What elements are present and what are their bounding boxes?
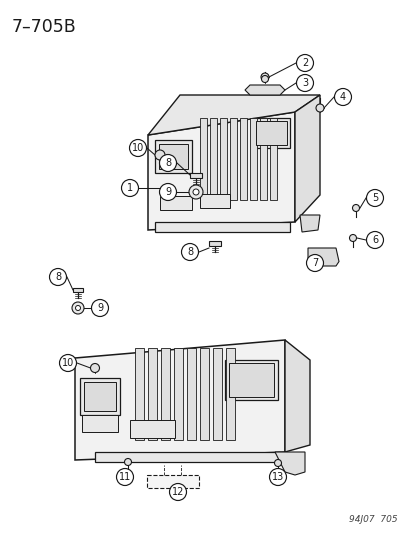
Polygon shape — [173, 348, 183, 440]
Circle shape — [269, 469, 286, 486]
Polygon shape — [147, 95, 319, 135]
Polygon shape — [80, 378, 120, 415]
Text: 9: 9 — [97, 303, 103, 313]
Polygon shape — [212, 348, 221, 440]
Polygon shape — [199, 118, 206, 200]
Text: 8: 8 — [187, 247, 192, 257]
Circle shape — [159, 183, 176, 200]
Polygon shape — [95, 452, 279, 462]
Polygon shape — [161, 348, 170, 440]
Circle shape — [124, 458, 131, 465]
Polygon shape — [154, 140, 192, 173]
Polygon shape — [284, 340, 309, 452]
Bar — [209, 240, 221, 246]
Circle shape — [349, 235, 356, 241]
Circle shape — [72, 302, 84, 314]
Polygon shape — [199, 348, 209, 440]
Polygon shape — [154, 222, 289, 232]
Polygon shape — [255, 121, 286, 145]
Circle shape — [116, 469, 133, 486]
Polygon shape — [294, 95, 319, 222]
Circle shape — [366, 190, 382, 206]
Text: 5: 5 — [371, 193, 377, 203]
Circle shape — [181, 244, 198, 261]
Circle shape — [260, 73, 268, 81]
Text: 9: 9 — [164, 187, 171, 197]
Polygon shape — [147, 112, 294, 230]
Circle shape — [50, 269, 66, 286]
Circle shape — [90, 364, 99, 373]
Polygon shape — [159, 144, 188, 169]
Polygon shape — [84, 382, 116, 411]
Circle shape — [306, 254, 323, 271]
Polygon shape — [244, 85, 284, 95]
Polygon shape — [307, 248, 338, 266]
Circle shape — [351, 205, 358, 212]
Polygon shape — [130, 420, 175, 438]
Polygon shape — [240, 118, 247, 200]
Circle shape — [169, 483, 186, 500]
Circle shape — [121, 180, 138, 197]
Polygon shape — [224, 360, 277, 400]
Polygon shape — [274, 452, 304, 475]
Circle shape — [189, 185, 202, 199]
Text: 8: 8 — [164, 158, 171, 168]
Bar — [147, 475, 199, 488]
Circle shape — [334, 88, 351, 106]
Text: 6: 6 — [371, 235, 377, 245]
Polygon shape — [249, 118, 256, 200]
Circle shape — [91, 300, 108, 317]
Polygon shape — [230, 118, 236, 200]
Text: 12: 12 — [171, 487, 184, 497]
Polygon shape — [82, 415, 118, 432]
Polygon shape — [228, 363, 273, 397]
Circle shape — [315, 104, 323, 112]
Circle shape — [296, 54, 313, 71]
Polygon shape — [199, 194, 230, 208]
Polygon shape — [252, 118, 289, 148]
Text: 7: 7 — [311, 258, 317, 268]
Circle shape — [159, 155, 176, 172]
Circle shape — [59, 354, 76, 372]
Polygon shape — [75, 340, 284, 460]
Polygon shape — [135, 348, 144, 440]
Polygon shape — [259, 118, 266, 200]
Text: 10: 10 — [62, 358, 74, 368]
Polygon shape — [225, 348, 235, 440]
Polygon shape — [269, 118, 276, 200]
Polygon shape — [299, 215, 319, 232]
Bar — [73, 288, 83, 292]
Circle shape — [192, 189, 199, 195]
Circle shape — [366, 231, 382, 248]
Text: 13: 13 — [271, 472, 283, 482]
Polygon shape — [147, 348, 157, 440]
Circle shape — [274, 459, 281, 466]
Text: 8: 8 — [55, 272, 61, 282]
Polygon shape — [219, 118, 226, 200]
Text: 10: 10 — [132, 143, 144, 153]
Circle shape — [261, 76, 268, 83]
Text: 2: 2 — [301, 58, 307, 68]
Polygon shape — [209, 118, 216, 200]
Circle shape — [296, 75, 313, 92]
Circle shape — [129, 140, 146, 157]
Polygon shape — [159, 196, 192, 210]
Polygon shape — [187, 348, 195, 440]
Circle shape — [75, 305, 80, 311]
Bar — [190, 173, 202, 177]
Text: 1: 1 — [127, 183, 133, 193]
Text: 7–705B: 7–705B — [12, 18, 76, 36]
Text: 4: 4 — [339, 92, 345, 102]
Text: 11: 11 — [119, 472, 131, 482]
Text: 94J07  705: 94J07 705 — [349, 515, 397, 524]
Text: 3: 3 — [301, 78, 307, 88]
Circle shape — [154, 150, 165, 160]
